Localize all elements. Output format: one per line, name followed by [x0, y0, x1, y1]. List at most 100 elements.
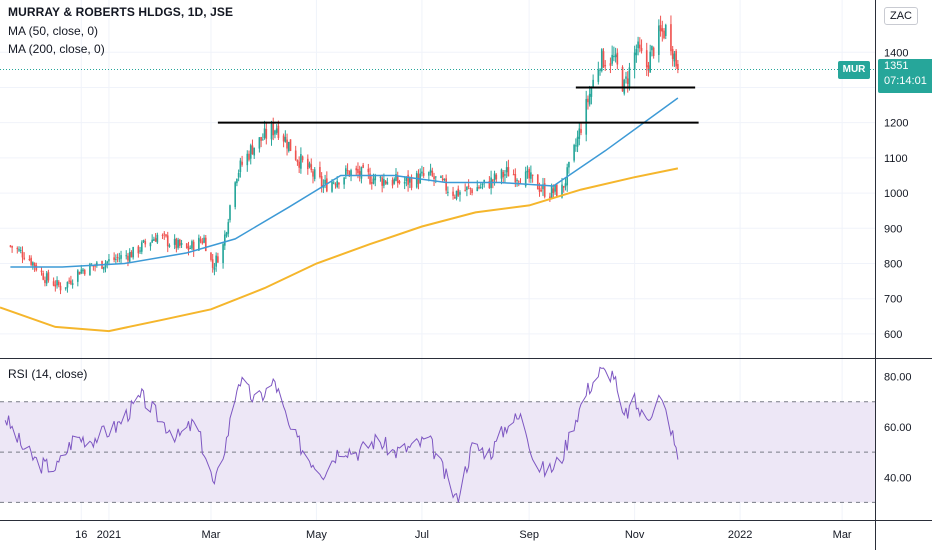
candle-body [30, 257, 32, 265]
candle-body [517, 181, 520, 183]
candle-body [396, 175, 399, 184]
candle-body [658, 25, 660, 55]
candle-body [659, 25, 662, 32]
candle-body [294, 150, 297, 160]
candle-body [166, 235, 169, 247]
candle-body [433, 176, 435, 180]
candle-body [210, 252, 212, 260]
candle-body [633, 52, 636, 70]
candle-body [177, 239, 179, 248]
candle-body [76, 270, 79, 282]
candle-body [241, 161, 243, 165]
candle-body [590, 87, 593, 97]
candle-body [370, 182, 373, 184]
candle-body [127, 255, 129, 261]
price-axis-label: 900 [884, 223, 902, 235]
rsi-line [4, 366, 679, 503]
candle-body [587, 98, 589, 103]
candle-body [54, 284, 57, 287]
ma200-legend[interactable]: MA (200, close, 0) [8, 42, 105, 56]
candle-body [379, 176, 382, 178]
bar-countdown: 07:14:01 [884, 75, 927, 87]
candle-body [664, 24, 667, 36]
candle-body [645, 50, 648, 68]
candle-body [217, 256, 219, 263]
candle-body [661, 28, 664, 32]
candle-body [106, 261, 109, 264]
candle-body [614, 54, 617, 58]
ma200-line [0, 167, 679, 333]
candle-body [383, 179, 385, 186]
candle-body [441, 178, 444, 181]
candle-body [626, 78, 629, 84]
candle-body [528, 169, 530, 179]
candle-body [447, 191, 449, 193]
candle-body [483, 179, 486, 184]
candle-body [306, 158, 309, 170]
candle-body [248, 153, 250, 160]
candle-body [272, 122, 275, 136]
candle-body [173, 238, 176, 245]
candle-body [561, 184, 563, 198]
symbol-title[interactable]: MURRAY & ROBERTS HLDGS, 1D, JSE [8, 5, 234, 19]
candle-body [652, 47, 655, 56]
candle-body [201, 241, 204, 244]
candle-body [564, 183, 567, 187]
ma50-line [10, 97, 679, 268]
candle-body [277, 125, 280, 138]
candle-body [18, 249, 20, 251]
candle-body [479, 186, 482, 188]
time-axis-label: 2021 [97, 529, 121, 541]
candle-body [251, 145, 254, 155]
candle-body [211, 259, 214, 268]
candle-body [649, 51, 652, 73]
candle-body [286, 139, 288, 149]
candle-body [192, 241, 195, 252]
candle-body [92, 265, 95, 267]
currency-badge[interactable]: ZAC [884, 7, 918, 25]
candle-body [580, 129, 582, 133]
candle-body [395, 174, 397, 181]
candle-body [33, 262, 36, 267]
candle-body [246, 153, 249, 166]
candle-body [552, 188, 555, 194]
ma50-legend[interactable]: MA (50, close, 0) [8, 24, 99, 38]
candle-body [405, 176, 408, 181]
rsi-axis-label: 80.00 [884, 372, 912, 384]
candle-body [154, 238, 157, 242]
candle-body [374, 174, 377, 181]
candle-body [262, 139, 264, 141]
candle-body [398, 181, 401, 184]
candle-body [239, 160, 242, 173]
candle-body [536, 174, 539, 190]
rsi-legend[interactable]: RSI (14, close) [8, 367, 88, 381]
candle-body [287, 141, 290, 152]
candle-body [313, 169, 316, 180]
candle-body [628, 67, 631, 88]
candle-body [237, 172, 240, 178]
candle-body [493, 173, 496, 180]
candle-body [372, 178, 375, 184]
candle-body [621, 66, 624, 92]
candle-body [469, 188, 472, 190]
candle-body [168, 245, 171, 247]
candle-body [573, 144, 575, 161]
candle-body [70, 280, 72, 284]
candle-body [298, 161, 300, 168]
candle-body [165, 234, 167, 237]
candle-body [332, 182, 335, 184]
candle-body [338, 182, 340, 185]
candle-body [300, 154, 302, 169]
candle-body [32, 262, 34, 266]
candle-body [80, 269, 83, 274]
candle-body [270, 124, 273, 140]
candle-body [59, 285, 62, 291]
candle-body [71, 283, 74, 285]
candle-body [296, 160, 299, 163]
time-axis-label: Sep [519, 529, 539, 541]
time-axis-label: 16 [75, 529, 87, 541]
candle-body [223, 234, 226, 246]
candle-body [538, 188, 541, 192]
